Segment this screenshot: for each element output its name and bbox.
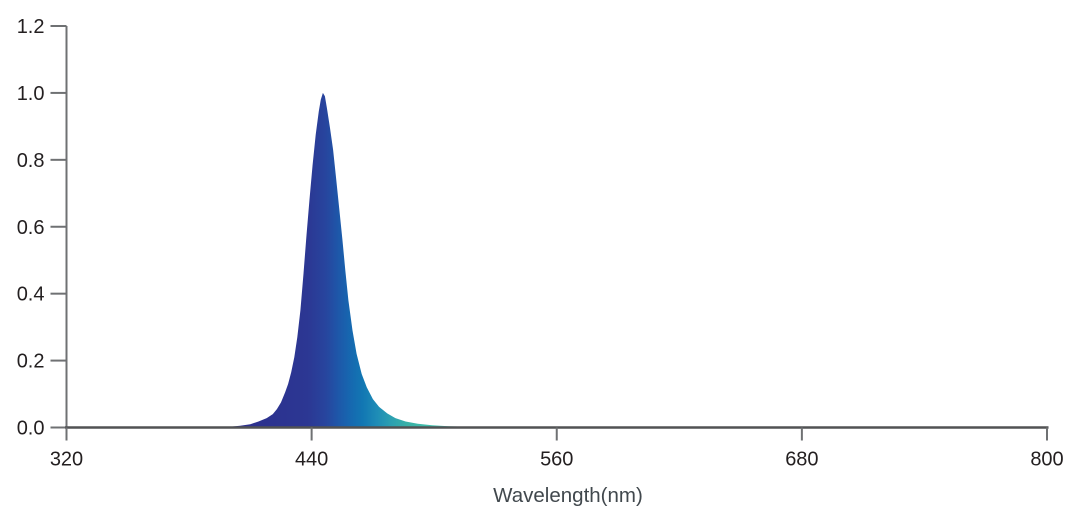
y-tick-label: 0.2 [17, 351, 45, 373]
y-tick-label: 0.0 [17, 418, 45, 440]
y-tick-label: 1.0 [17, 83, 45, 105]
x-axis-title: Wavelength(nm) [493, 484, 643, 507]
x-axis: 320 440 560 680 800 [50, 426, 1064, 471]
y-tick-label: 0.8 [17, 150, 45, 172]
x-tick-label: 800 [1030, 449, 1063, 471]
x-tick-label: 680 [785, 449, 818, 471]
spectrum-area [229, 92, 557, 428]
y-axis: 0.0 0.2 0.4 0.6 0.8 1.0 1.2 [17, 16, 68, 440]
y-tick-label: 1.2 [17, 16, 45, 38]
x-tick-label: 440 [295, 449, 328, 471]
x-tick-label: 560 [540, 449, 573, 471]
y-tick-label: 0.6 [17, 217, 45, 239]
x-tick-label: 320 [50, 449, 83, 471]
y-tick-label: 0.4 [17, 284, 45, 306]
